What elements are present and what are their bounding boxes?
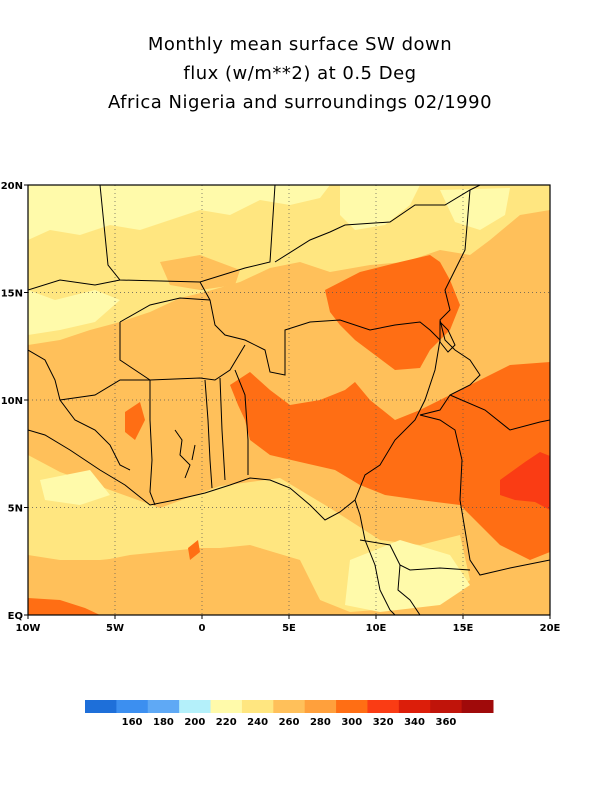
field-300-320-central [230, 362, 550, 560]
lat-tick-label: EQ [8, 611, 23, 622]
border-ivory-west [28, 349, 131, 471]
lon-tick-label: 10E [366, 623, 387, 634]
field-300-320-sw [28, 598, 100, 615]
grid-lines [28, 185, 550, 615]
border-burkina-west [119, 322, 151, 381]
border-togo [219, 377, 226, 481]
border-burkina [119, 297, 246, 381]
colorbar-swatch [461, 700, 494, 713]
lon-tick-label: 10W [16, 623, 41, 634]
colorbar-swatch [336, 700, 368, 713]
field-240-260-north-b [340, 185, 420, 230]
colorbar-label: 160 [122, 717, 143, 728]
border-mali-west [28, 279, 121, 291]
border-gabon-congo [359, 539, 471, 615]
colorbar-swatch [210, 700, 243, 713]
coastline [28, 429, 396, 615]
lake-chad [439, 320, 456, 353]
colorbar-swatch [273, 700, 306, 713]
colorbar-swatch [179, 700, 212, 713]
border-car-north [449, 394, 550, 431]
colorbar-label: 320 [373, 717, 394, 728]
colorbar-swatch [241, 700, 274, 713]
colorbar-swatch [367, 700, 400, 713]
lat-tick-label: 5N [8, 504, 23, 515]
field-300-320-gulf [188, 540, 200, 560]
lon-tick-label: 0 [199, 623, 206, 634]
border-chad [419, 189, 481, 416]
country-borders [28, 185, 550, 615]
border-nigeria-east [354, 339, 441, 501]
field-280-300-south [28, 548, 330, 615]
map-title: Monthly mean surface SW down flux (w/m**… [0, 30, 600, 117]
border-ghana-west [149, 380, 156, 506]
border-niger-south [199, 281, 441, 376]
colorbar-label: 200 [184, 717, 205, 728]
lake-volta [174, 429, 196, 479]
shaded-flux-field [28, 185, 550, 615]
colorbar-label: 220 [216, 717, 237, 728]
border-ghana-east [204, 379, 213, 489]
lon-tick-label: 20E [540, 623, 561, 634]
colorbar-swatch [116, 700, 149, 713]
field-300-320-chad [325, 255, 460, 370]
colorbar-label: 360 [435, 717, 456, 728]
lon-tick-label: 5W [106, 623, 124, 634]
colorbar-swatch [147, 700, 180, 713]
colorbar-label: 180 [153, 717, 174, 728]
title-line-2: flux (w/m**2) at 0.5 Deg [183, 63, 417, 84]
lat-tick-label: 15N [1, 289, 23, 300]
field-240-260-north-c [440, 188, 510, 230]
colorbar: 160 180 200 220 240 260 280 300 320 340 360 [85, 700, 494, 728]
colorbar-label: 260 [279, 717, 300, 728]
title-line-1: Monthly mean surface SW down [147, 34, 453, 55]
field-240-260-coast [40, 470, 110, 505]
colorbar-swatch [304, 700, 337, 713]
lon-tick-label: 5E [282, 623, 296, 634]
colorbar-swatch [430, 700, 463, 713]
field-300-320-ghana [125, 402, 145, 440]
field-320-340-car [500, 452, 550, 510]
colorbar-label: 280 [310, 717, 331, 728]
border-car [419, 414, 550, 576]
axis-ticks: 10W 5W 0 5E 10E 15E 20E 20N 15N 10N 5N EQ [1, 181, 561, 634]
title-line-3: Africa Nigeria and surroundings 02/1990 [107, 92, 493, 113]
colorbar-label: 300 [341, 717, 362, 728]
border-benin [234, 369, 249, 475]
colorbar-swatch [398, 700, 431, 713]
lon-tick-label: 15E [453, 623, 474, 634]
colorbar-label: 340 [404, 717, 425, 728]
border-niger-north [274, 185, 481, 263]
border-ivory-north [59, 379, 150, 401]
field-240-260-west [28, 290, 120, 335]
field-260-280-north [28, 185, 550, 345]
field-240-260-north [28, 185, 330, 240]
colorbar-label: 240 [247, 717, 268, 728]
lat-tick-label: 20N [1, 181, 23, 192]
lat-tick-label: 10N [1, 396, 23, 407]
colorbar-swatch [85, 700, 117, 713]
